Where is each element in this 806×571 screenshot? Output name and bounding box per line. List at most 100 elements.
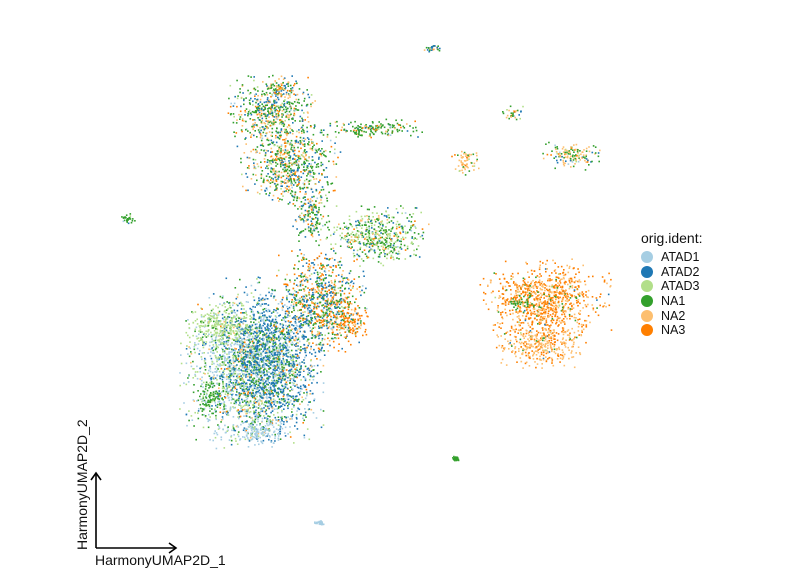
data-point [198, 353, 200, 355]
data-point [270, 339, 273, 341]
data-point [235, 330, 237, 332]
data-point [247, 391, 250, 393]
data-point [213, 395, 215, 397]
data-point [248, 439, 251, 441]
data-point [235, 313, 238, 316]
data-point [233, 355, 235, 358]
data-point [240, 354, 243, 356]
data-point [289, 331, 291, 333]
data-point [203, 352, 205, 354]
data-point [254, 426, 257, 428]
data-point [260, 316, 263, 318]
data-point [274, 365, 276, 367]
data-point [230, 382, 233, 384]
data-point [232, 425, 234, 428]
data-point [192, 391, 195, 394]
data-point [352, 234, 355, 236]
data-point [256, 336, 259, 338]
data-point [408, 220, 410, 222]
data-point [303, 300, 305, 303]
data-point [359, 219, 362, 221]
data-point [300, 315, 302, 317]
data-point [318, 350, 320, 352]
data-point [271, 320, 273, 323]
data-point [248, 329, 251, 331]
data-point [278, 378, 280, 380]
data-point [243, 334, 245, 337]
data-point [282, 352, 285, 355]
data-point [274, 315, 277, 317]
data-point [348, 234, 351, 236]
data-point [277, 303, 280, 305]
data-point [387, 245, 389, 248]
data-point [222, 371, 224, 374]
data-point [276, 433, 279, 435]
data-point [227, 367, 230, 370]
data-point [290, 362, 292, 365]
data-point [268, 405, 271, 407]
data-point [278, 377, 280, 379]
data-point [265, 364, 268, 366]
data-point [249, 315, 251, 317]
data-point [294, 327, 297, 329]
data-point [358, 326, 360, 328]
data-point [259, 405, 261, 407]
data-point [260, 403, 263, 405]
data-point [334, 243, 337, 245]
data-point [301, 400, 303, 403]
data-point [246, 330, 248, 333]
data-point [247, 410, 249, 412]
data-point [270, 324, 272, 326]
data-point [230, 439, 233, 442]
data-point [323, 265, 325, 268]
data-point [284, 386, 287, 388]
data-point [319, 332, 322, 334]
data-point [322, 324, 324, 326]
data-point [402, 238, 405, 241]
data-point [361, 236, 363, 239]
data-point [243, 315, 245, 318]
data-point [409, 229, 411, 231]
data-point [328, 302, 331, 305]
data-point [212, 376, 215, 379]
data-point [292, 374, 294, 377]
data-point [226, 386, 228, 389]
data-point [268, 375, 270, 378]
data-point [225, 405, 227, 407]
data-point [260, 388, 263, 390]
data-point [233, 326, 235, 329]
data-point [233, 302, 236, 305]
data-point [212, 327, 215, 329]
data-point [242, 341, 244, 343]
data-point [327, 332, 330, 335]
data-point [263, 343, 266, 346]
data-point [302, 399, 305, 401]
data-point [261, 366, 264, 368]
data-point [199, 349, 201, 352]
data-point [257, 351, 259, 354]
data-point [322, 344, 324, 346]
data-point [267, 323, 269, 325]
data-point [254, 418, 257, 421]
data-point [271, 365, 274, 367]
data-point [276, 358, 279, 360]
data-point [239, 317, 242, 320]
data-point [200, 314, 203, 316]
data-point [266, 418, 269, 420]
data-point [346, 319, 349, 322]
data-point [346, 320, 348, 323]
data-point [219, 377, 222, 380]
data-point [255, 374, 258, 377]
data-point [291, 408, 293, 410]
data-point [269, 338, 272, 341]
data-point [215, 328, 217, 330]
data-point [205, 392, 208, 395]
data-point [263, 415, 265, 417]
data-point [273, 382, 275, 385]
data-point [283, 393, 285, 396]
data-point [334, 279, 336, 281]
data-point [298, 289, 301, 291]
data-point [264, 343, 267, 346]
data-point [223, 447, 226, 449]
data-point [306, 428, 309, 430]
